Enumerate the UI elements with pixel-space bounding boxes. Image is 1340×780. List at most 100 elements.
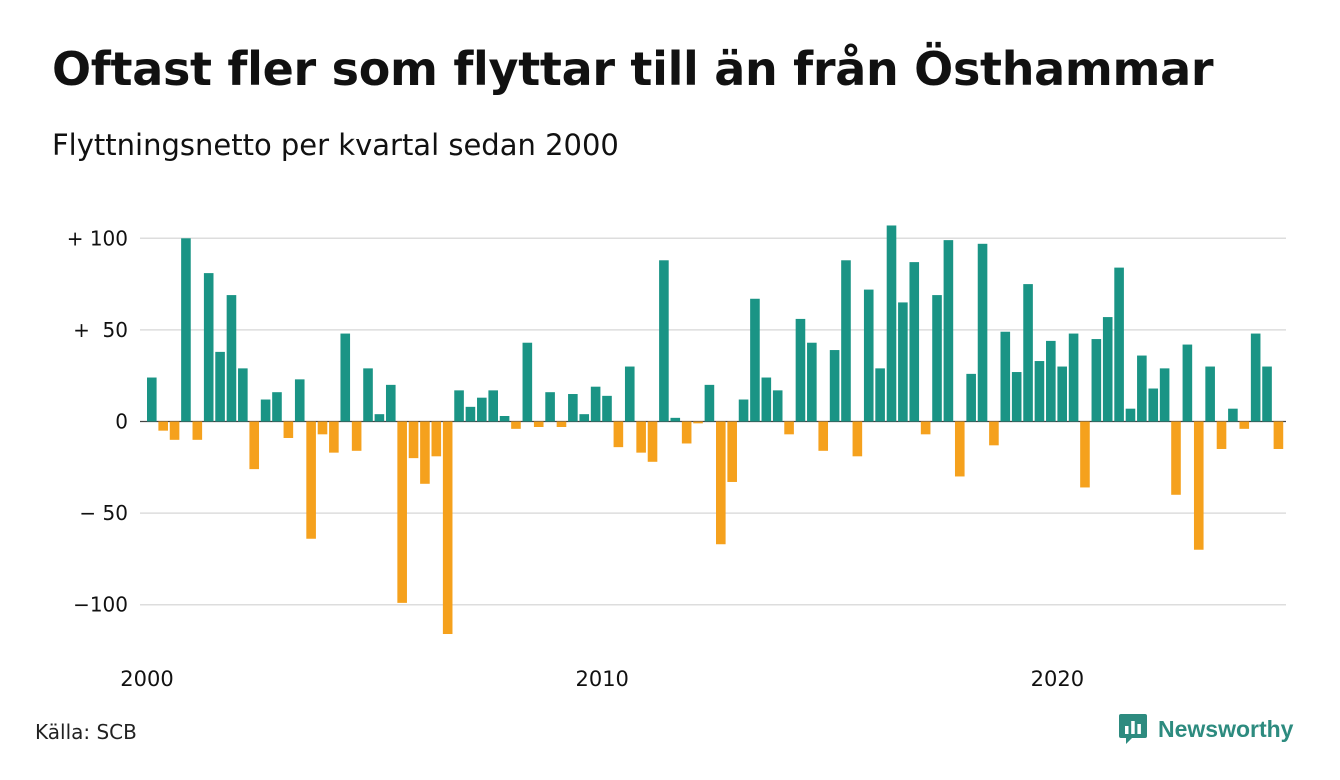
bar — [226, 295, 237, 422]
bar — [886, 225, 897, 422]
bar — [522, 342, 533, 422]
bar — [989, 421, 999, 446]
bar — [829, 350, 840, 422]
bar — [1273, 421, 1284, 449]
bar — [1046, 340, 1056, 422]
bar — [363, 368, 373, 422]
bar — [1228, 408, 1238, 422]
bar — [1159, 368, 1170, 422]
bar — [966, 373, 976, 422]
bar — [1262, 366, 1272, 422]
bar — [1057, 366, 1067, 422]
bar — [1011, 372, 1022, 422]
bar — [533, 421, 544, 427]
chart-subtitle: Flyttningsnetto per kvartal sedan 2000 — [52, 128, 619, 162]
bar — [670, 417, 681, 422]
bar — [875, 368, 885, 422]
bar — [613, 421, 624, 448]
bar — [1000, 331, 1011, 422]
y-tick-label: + 50 — [73, 318, 128, 342]
bar — [465, 406, 476, 422]
bar — [1102, 317, 1113, 422]
bar — [1171, 421, 1181, 495]
bar — [852, 421, 863, 457]
bar — [1148, 388, 1159, 422]
bar — [511, 421, 521, 429]
bar — [158, 421, 168, 431]
bar — [624, 366, 635, 422]
bar — [1250, 333, 1261, 422]
bar — [147, 377, 157, 422]
bar — [306, 421, 316, 539]
bar — [1091, 339, 1102, 422]
bar — [238, 368, 248, 422]
bar — [260, 399, 271, 422]
bar — [920, 421, 931, 435]
newsworthy-logo-icon — [1119, 714, 1147, 744]
y-tick-label: −100 — [73, 593, 128, 617]
bar — [385, 384, 396, 422]
bar — [1114, 267, 1124, 422]
bar — [807, 342, 817, 422]
y-tick-label: + 100 — [67, 226, 128, 250]
bar — [863, 289, 874, 422]
bar — [693, 421, 703, 424]
bar — [977, 243, 988, 422]
bar — [317, 421, 328, 435]
bar — [1034, 361, 1045, 422]
bar — [727, 421, 737, 482]
bar — [818, 421, 829, 451]
bar — [181, 238, 191, 422]
bar — [943, 240, 954, 422]
bar — [579, 414, 590, 422]
bar — [568, 394, 578, 422]
source-note: Källa: SCB — [35, 720, 137, 744]
bar — [1239, 421, 1250, 429]
bar — [499, 416, 510, 422]
bar — [602, 395, 612, 422]
brand-logo: Newsworthy — [1118, 712, 1293, 746]
bars — [147, 225, 1284, 635]
bar — [340, 333, 351, 422]
x-tick-label: 2000 — [120, 667, 173, 691]
bar — [488, 390, 498, 422]
bar — [1023, 284, 1033, 422]
bar — [556, 421, 567, 427]
bar — [681, 421, 692, 444]
bar — [659, 260, 669, 422]
bar — [898, 302, 908, 422]
bar — [442, 421, 453, 635]
bar — [192, 421, 203, 440]
bar — [420, 421, 430, 484]
bar — [272, 392, 282, 422]
bar — [841, 260, 851, 422]
x-tick-label: 2020 — [1031, 667, 1084, 691]
bar — [169, 421, 180, 440]
bar — [716, 421, 726, 545]
brand-name: Newsworthy — [1158, 715, 1294, 742]
bar — [636, 421, 646, 453]
bar — [761, 377, 772, 422]
bar — [1137, 355, 1147, 422]
bar — [454, 390, 464, 422]
bar — [1125, 408, 1136, 422]
bar — [750, 298, 760, 422]
bar — [909, 262, 920, 422]
chart-title: Oftast fler som flyttar till än från Öst… — [52, 42, 1214, 96]
bar — [1216, 421, 1227, 449]
bar — [351, 421, 362, 451]
x-tick-label: 2010 — [575, 667, 628, 691]
bar — [203, 273, 214, 422]
bar — [374, 414, 385, 422]
bar — [704, 384, 715, 422]
bar — [1068, 333, 1079, 422]
bar — [249, 421, 260, 470]
bar — [294, 379, 305, 422]
bar — [738, 399, 749, 422]
bar — [1080, 421, 1090, 488]
y-tick-label: 0 — [115, 410, 128, 434]
bar — [590, 386, 601, 422]
y-axis-tick-labels: + 100 + 50 0 − 50 −100 — [67, 226, 128, 616]
bar — [329, 421, 339, 453]
